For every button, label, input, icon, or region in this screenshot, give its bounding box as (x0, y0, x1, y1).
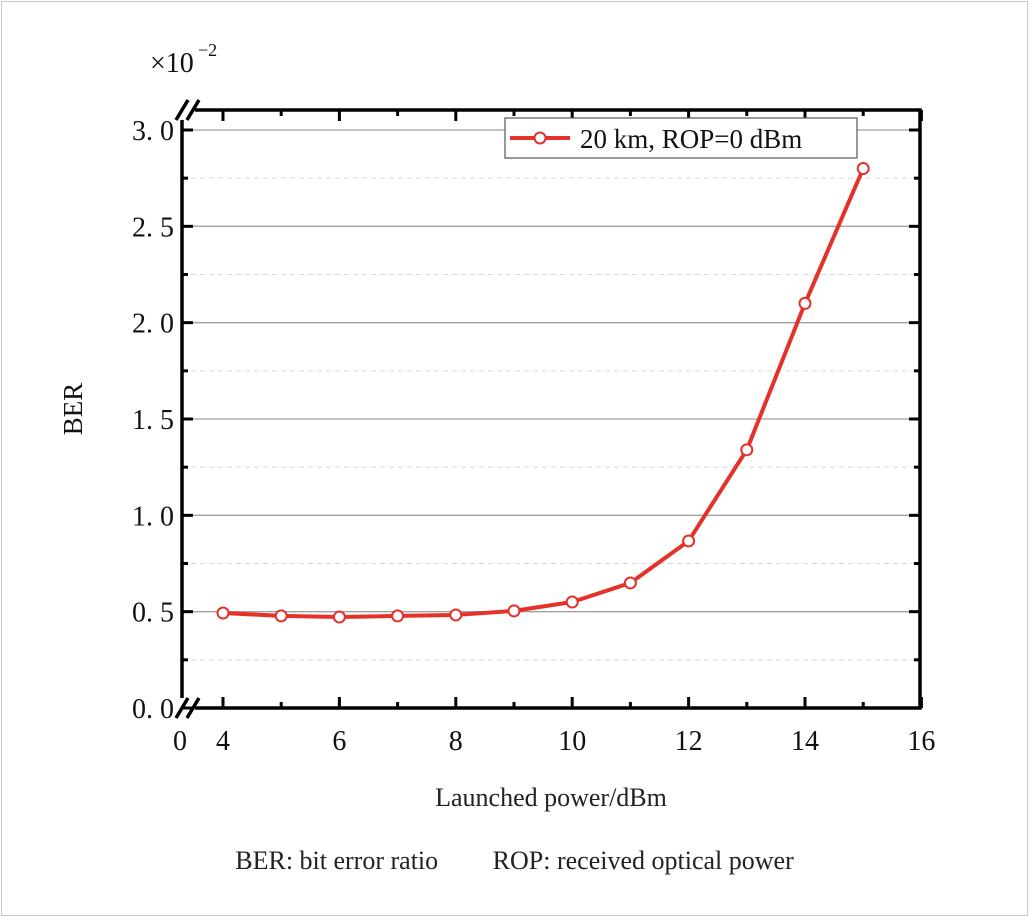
series-line (222, 167, 866, 620)
data-point (274, 609, 288, 623)
x-tick-label: 8 (449, 726, 463, 757)
y-tick-label: 3. 0 (132, 116, 174, 147)
y-multiplier-exponent: −2 (198, 40, 217, 60)
x-tick-label: 4 (216, 726, 230, 757)
data-point (682, 534, 696, 548)
y-multiplier: ×10 (150, 48, 194, 79)
data-point (623, 576, 637, 590)
data-point (449, 608, 463, 622)
y-tick-label: 0. 0 (132, 694, 174, 725)
data-point (798, 296, 812, 310)
data-point (856, 162, 870, 176)
x-tick-label: 10 (558, 726, 586, 757)
data-point (391, 609, 405, 623)
x-tick-label: 12 (675, 726, 703, 757)
y-tick-label: 2. 5 (132, 212, 174, 243)
caption-ber: BER: bit error ratio (235, 846, 439, 875)
x-tick-label: 16 (907, 726, 935, 757)
axis-break-mark (174, 99, 190, 121)
x-axis-label: Launched power/dBm (435, 783, 667, 812)
data-point (740, 443, 754, 457)
x-tick-label: 14 (791, 726, 819, 757)
caption: BER: bit error ratio ROP: received optic… (0, 846, 1029, 876)
y-tick-label: 0. 5 (132, 598, 174, 629)
data-point (565, 595, 579, 609)
y-tick-label: 1. 5 (132, 405, 174, 436)
y-tick-label: 2. 0 (132, 309, 174, 340)
x-tick-label: 0 (173, 726, 187, 757)
x-tick-label: 6 (332, 726, 346, 757)
caption-rop: ROP: received optical power (492, 846, 794, 875)
y-tick-label: 1. 0 (132, 501, 174, 532)
data-point (216, 606, 230, 620)
legend-marker (533, 131, 547, 145)
axis-break-mark (185, 99, 201, 121)
data-point (332, 610, 346, 624)
y-axis-label: BER (58, 383, 88, 436)
legend-label: 20 km, ROP=0 dBm (580, 124, 802, 154)
legend: 20 km, ROP=0 dBm (504, 117, 858, 159)
plot-border (180, 108, 922, 710)
data-point (507, 604, 521, 618)
